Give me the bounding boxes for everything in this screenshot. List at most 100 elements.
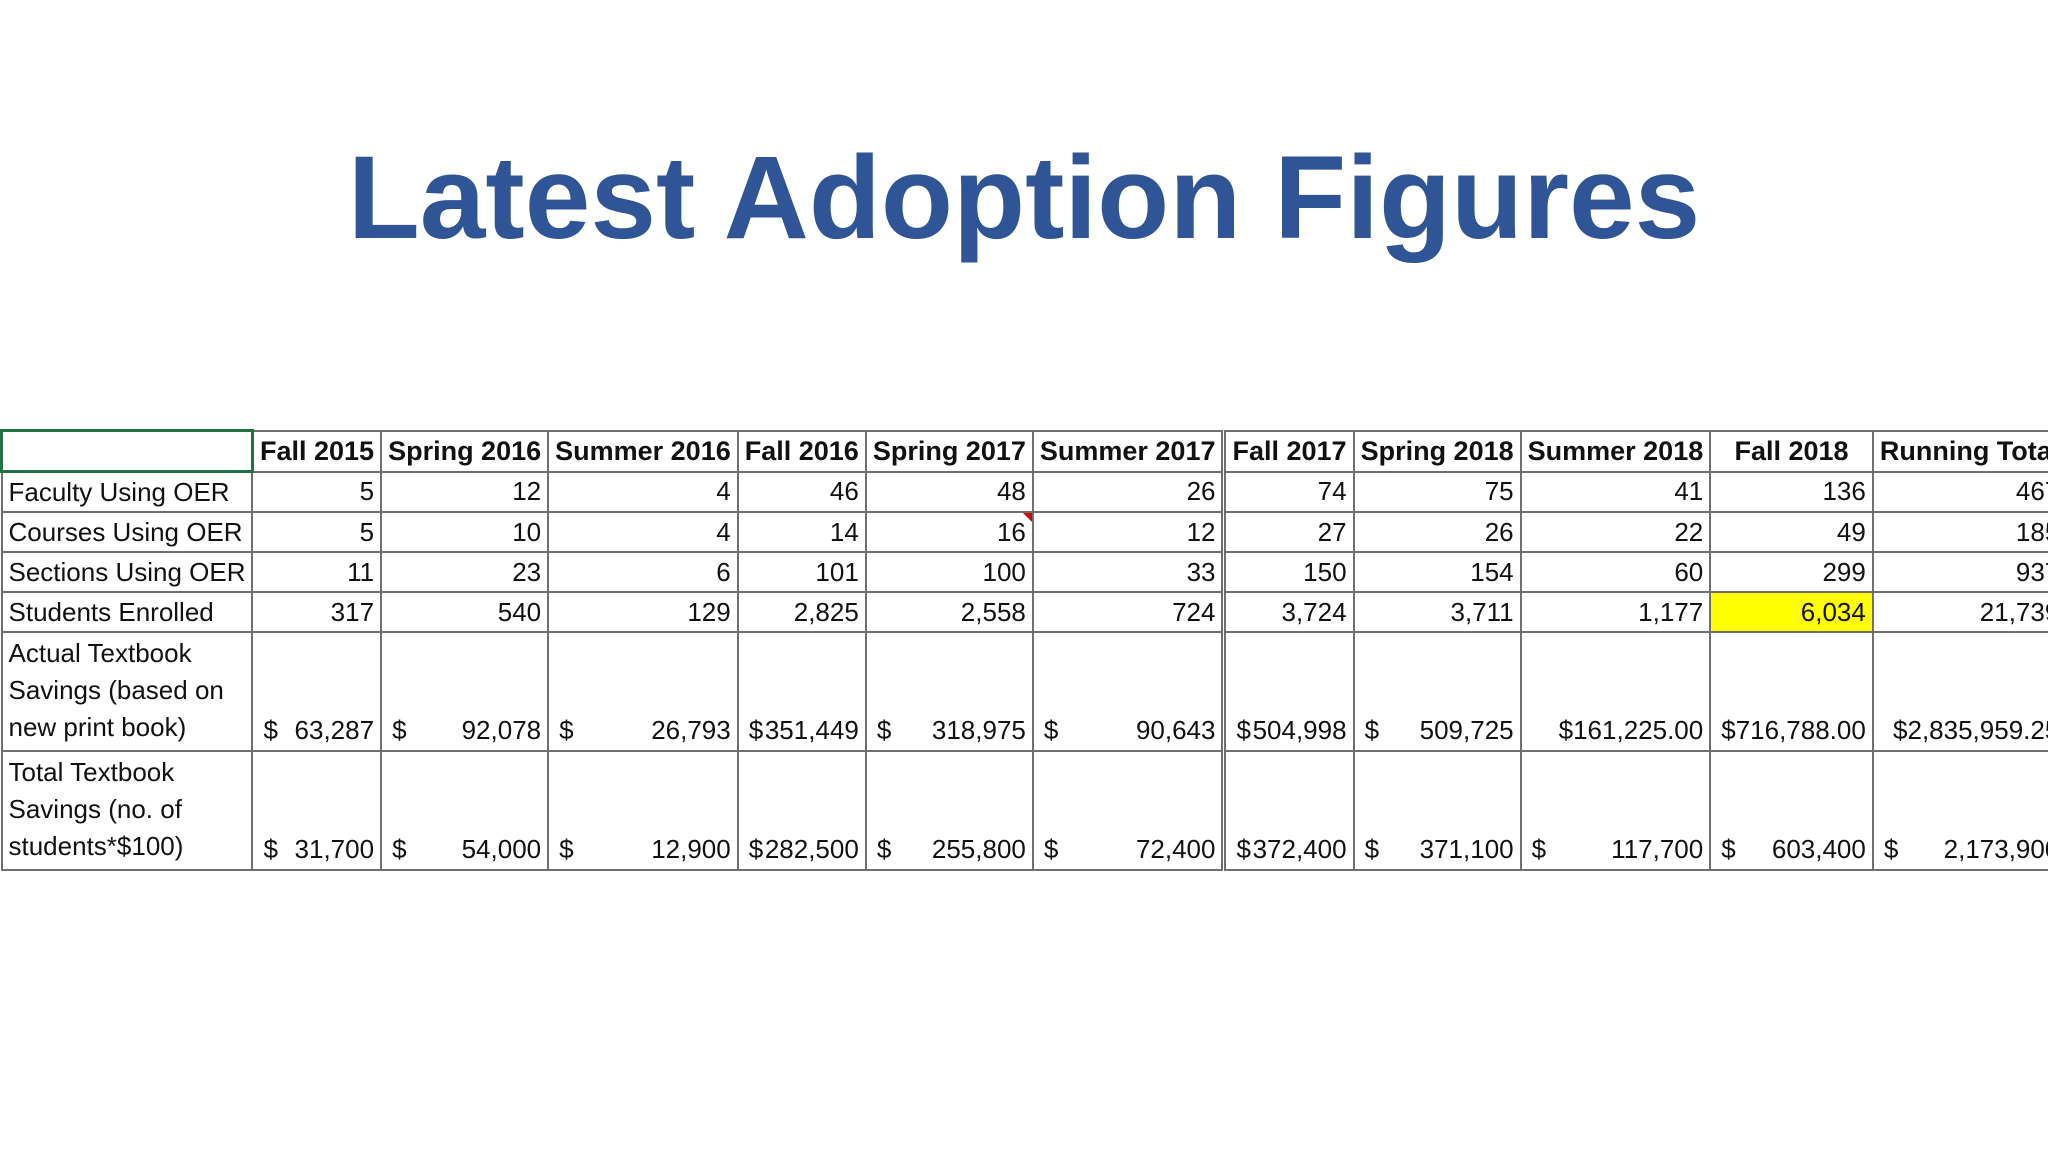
column-header: Running Total (1871, 429, 2048, 473)
table-cell: 11 (251, 551, 383, 593)
table-cell: 129 (547, 591, 739, 633)
column-header: Fall 2016 (736, 429, 867, 473)
currency-symbol: $ (1236, 834, 1251, 864)
table-cell: 60 (1519, 551, 1712, 593)
table-row-sections: Sections Using OER 11 23 6 101 100 33 15… (0, 551, 2048, 593)
currency-symbol: $ (1721, 715, 1736, 745)
currency-symbol: $ (748, 834, 764, 864)
currency-cell: $371,100 (1352, 750, 1522, 871)
table-cell: 4 (547, 470, 739, 513)
table-cell: 2,825 (736, 591, 867, 633)
cell-value: 92,078 (461, 715, 542, 745)
currency-symbol: $ (1236, 715, 1251, 745)
cell-value: 504,998 (1252, 715, 1347, 745)
cell-value: 54,000 (461, 834, 542, 864)
currency-symbol: $ (1043, 834, 1059, 864)
cell-value: 2,173,900 (1943, 834, 2048, 864)
currency-symbol: $ (876, 715, 892, 745)
cell-value: 72,400 (1135, 834, 1216, 864)
table-cell: 4 (547, 511, 739, 553)
table-cell: 21,739 (1871, 591, 2048, 633)
row-label: Actual Textbook Savings (based on new pr… (0, 631, 254, 752)
currency-symbol: $ (1043, 715, 1059, 745)
table-cell: 3,711 (1352, 591, 1522, 633)
row-label: Total Textbook Savings (no. of students*… (0, 750, 254, 871)
table-cell: 724 (1031, 591, 1225, 633)
column-header: Fall 2017 (1221, 429, 1355, 473)
currency-symbol: $ (392, 834, 407, 864)
cell-value: 26,793 (651, 715, 731, 745)
column-header: Summer 2018 (1519, 429, 1712, 473)
row-label: Sections Using OER (0, 551, 254, 593)
table-cell: 26 (1352, 511, 1522, 553)
currency-cell: $509,725 (1352, 631, 1522, 752)
currency-cell: $372,400 (1221, 750, 1355, 871)
currency-symbol: $ (559, 715, 574, 745)
currency-cell: $31,700 (251, 750, 383, 871)
table-cell: 74 (1221, 470, 1355, 513)
table-cell: 185 (1871, 511, 2048, 553)
currency-cell: $504,998 (1221, 631, 1355, 752)
currency-symbol: $ (1531, 834, 1547, 864)
column-header: Fall 2015 (251, 429, 383, 473)
currency-cell: $351,449 (736, 631, 867, 752)
row-label: Courses Using OER (0, 511, 254, 553)
currency-cell: $117,700 (1519, 750, 1712, 871)
table-cell: 27 (1221, 511, 1355, 553)
cell-value: 12,900 (651, 834, 731, 864)
cell-value: 371,100 (1419, 834, 1514, 864)
cell-value: 63,287 (294, 715, 375, 745)
currency-cell: $2,835,959.25 (1871, 631, 2048, 752)
currency-cell: $2,173,900 (1871, 750, 2048, 871)
currency-cell: $282,500 (736, 750, 867, 871)
table-cell: 41 (1519, 470, 1712, 513)
column-header: Spring 2016 (380, 429, 550, 473)
cell-value: 351,449 (764, 715, 859, 745)
table-cell: 317 (251, 591, 383, 633)
column-header: Summer 2016 (547, 429, 739, 473)
column-header: Spring 2018 (1352, 429, 1522, 473)
highlighted-cell: 6,034 (1709, 591, 1874, 633)
cell-value: 509,725 (1419, 715, 1514, 745)
currency-symbol: $ (748, 715, 764, 745)
cell-value: 603,400 (1771, 834, 1866, 864)
currency-cell: $90,643 (1031, 631, 1225, 752)
table-cell: 75 (1352, 470, 1522, 513)
cell-value: 255,800 (931, 834, 1026, 864)
table-cell: 33 (1031, 551, 1225, 593)
cell-value: 372,400 (1252, 834, 1347, 864)
table-cell: 467 (1871, 470, 2048, 513)
currency-cell: $12,900 (547, 750, 739, 871)
table-cell: 26 (1031, 470, 1225, 513)
table-cell: 5 (251, 470, 383, 513)
slide-title: Latest Adoption Figures (347, 132, 1701, 264)
cell-value: 90,643 (1135, 715, 1216, 745)
currency-cell: $92,078 (380, 631, 550, 752)
selected-cell[interactable] (0, 429, 254, 473)
table-cell: 154 (1352, 551, 1522, 593)
table-cell: 14 (736, 511, 867, 553)
currency-symbol: $ (876, 834, 892, 864)
table-cell: 3,724 (1221, 591, 1355, 633)
currency-cell: $161,225.00 (1519, 631, 1712, 752)
cell-value: 282,500 (764, 834, 859, 864)
cell-value: 716,788.00 (1735, 715, 1866, 745)
currency-symbol: $ (1364, 715, 1380, 745)
table-cell: 299 (1709, 551, 1874, 593)
table-cell: 48 (864, 470, 1034, 513)
table-cell: 46 (736, 470, 867, 513)
currency-cell: $716,788.00 (1709, 631, 1874, 752)
header-row: Fall 2015 Spring 2016 Summer 2016 Fall 2… (0, 429, 2048, 473)
table-cell: 1,177 (1519, 591, 1712, 633)
currency-cell: $255,800 (864, 750, 1034, 871)
cell-value: $2,835,959.25 (1893, 715, 2048, 745)
column-header: Summer 2017 (1031, 429, 1225, 473)
cell-value: 318,975 (931, 715, 1026, 745)
table-row-faculty: Faculty Using OER 5 12 4 46 48 26 74 75 … (0, 470, 2048, 513)
currency-cell: $63,287 (251, 631, 383, 752)
cell-value: 117,700 (1611, 834, 1704, 864)
currency-symbol: $ (1364, 834, 1380, 864)
currency-symbol: $ (1883, 834, 1899, 864)
table-cell: 22 (1519, 511, 1712, 553)
table-cell: 101 (736, 551, 867, 593)
